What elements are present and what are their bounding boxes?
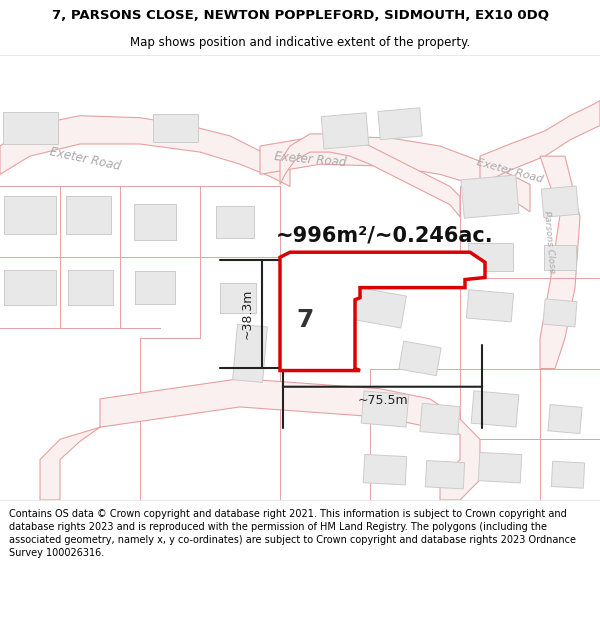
Polygon shape (4, 270, 56, 305)
Polygon shape (280, 134, 460, 217)
Polygon shape (67, 270, 113, 305)
Text: Map shows position and indicative extent of the property.: Map shows position and indicative extent… (130, 36, 470, 49)
Polygon shape (260, 136, 530, 212)
Polygon shape (152, 114, 197, 142)
Polygon shape (551, 461, 584, 488)
Polygon shape (0, 116, 290, 186)
Text: Parsons Close: Parsons Close (542, 211, 556, 274)
Polygon shape (280, 253, 485, 371)
Polygon shape (541, 186, 578, 218)
Polygon shape (2, 112, 58, 144)
Polygon shape (134, 204, 176, 239)
Polygon shape (420, 403, 460, 435)
Text: 7: 7 (296, 308, 314, 332)
Polygon shape (321, 112, 369, 149)
Polygon shape (471, 391, 519, 427)
Polygon shape (135, 271, 175, 304)
Text: ~996m²/~0.246ac.: ~996m²/~0.246ac. (276, 225, 494, 245)
Polygon shape (361, 391, 409, 427)
Polygon shape (480, 101, 600, 184)
Polygon shape (544, 244, 576, 270)
Polygon shape (220, 282, 256, 313)
Text: 7, PARSONS CLOSE, NEWTON POPPLEFORD, SIDMOUTH, EX10 0DQ: 7, PARSONS CLOSE, NEWTON POPPLEFORD, SID… (52, 9, 548, 22)
Polygon shape (233, 324, 268, 382)
Polygon shape (40, 379, 480, 500)
Polygon shape (540, 156, 580, 369)
Text: Exeter Road: Exeter Road (274, 149, 347, 169)
Text: Contains OS data © Crown copyright and database right 2021. This information is : Contains OS data © Crown copyright and d… (9, 509, 576, 558)
Text: Exeter Road: Exeter Road (476, 158, 544, 185)
Polygon shape (353, 288, 406, 328)
Polygon shape (363, 454, 407, 485)
Polygon shape (461, 175, 519, 218)
Polygon shape (548, 404, 582, 434)
Text: ~75.5m: ~75.5m (357, 394, 408, 408)
Polygon shape (467, 243, 512, 271)
Polygon shape (543, 299, 577, 327)
Polygon shape (65, 196, 110, 234)
Polygon shape (399, 341, 441, 376)
Text: Exeter Road: Exeter Road (48, 145, 121, 173)
Polygon shape (425, 461, 464, 489)
Polygon shape (378, 108, 422, 140)
Polygon shape (478, 452, 522, 483)
Polygon shape (4, 196, 56, 234)
Text: ~38.3m: ~38.3m (241, 289, 254, 339)
Polygon shape (216, 206, 254, 238)
Polygon shape (466, 290, 514, 322)
